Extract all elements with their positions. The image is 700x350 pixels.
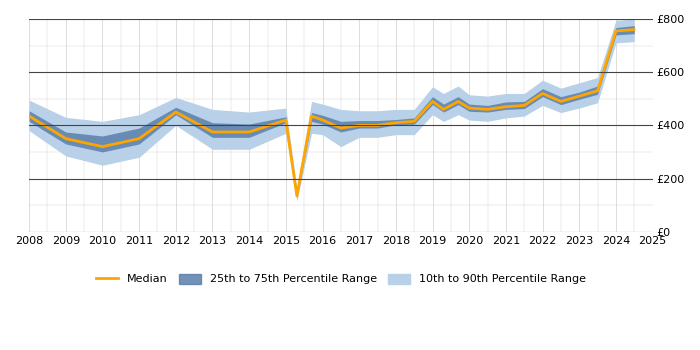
Legend: Median, 25th to 75th Percentile Range, 10th to 90th Percentile Range: Median, 25th to 75th Percentile Range, 1… [90,268,592,290]
